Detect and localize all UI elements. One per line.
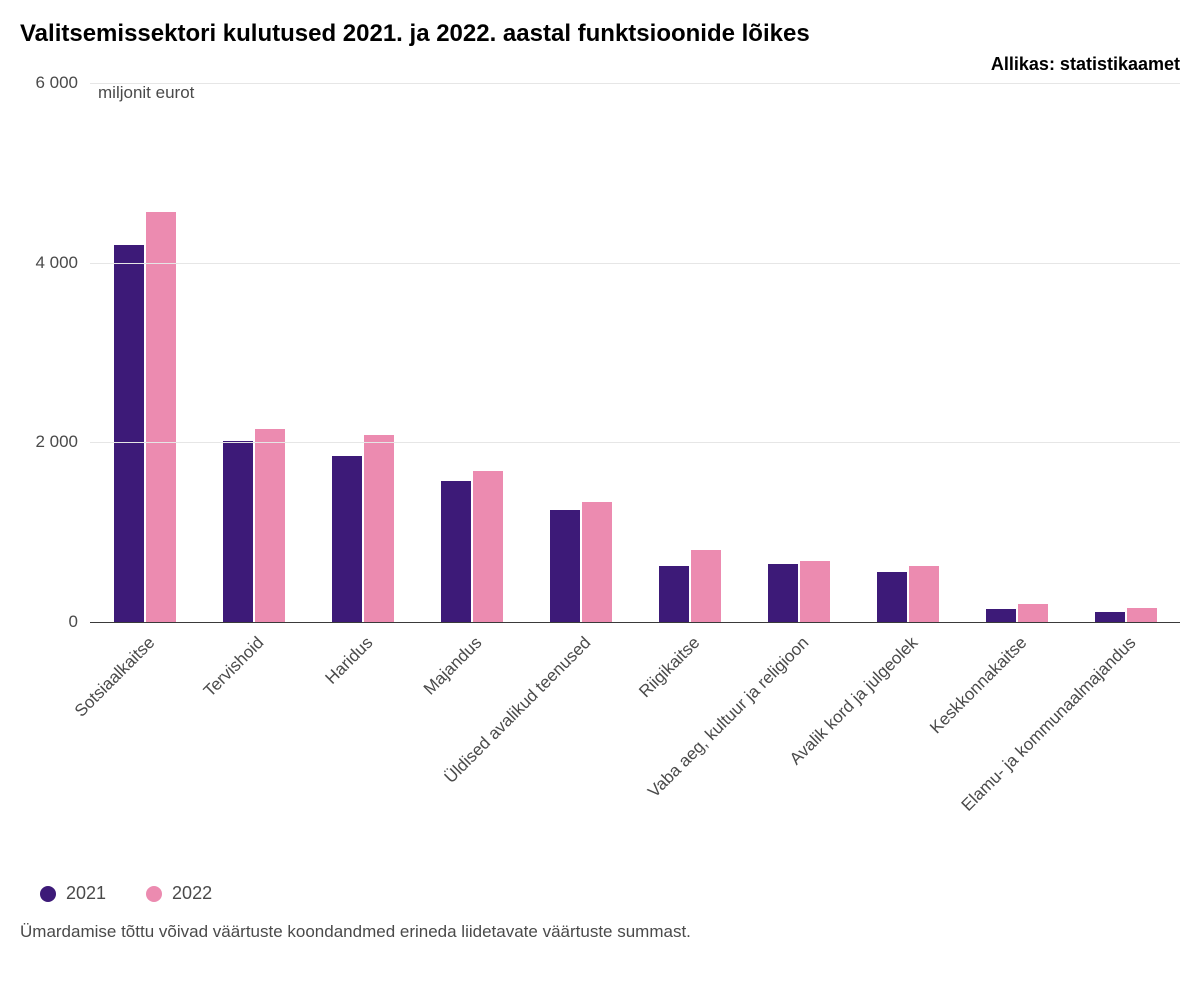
bar xyxy=(223,441,253,622)
bar xyxy=(877,572,907,622)
bar xyxy=(1095,612,1125,622)
category-group xyxy=(90,83,199,622)
bar xyxy=(986,609,1016,622)
y-tick-label: 0 xyxy=(69,612,78,632)
bar xyxy=(768,564,798,622)
chart-source: Allikas: statistikaamet xyxy=(20,54,1180,75)
bar xyxy=(146,212,176,622)
gridline xyxy=(90,83,1180,84)
category-group xyxy=(417,83,526,622)
x-axis-label: Sotsiaalkaitse xyxy=(70,633,158,721)
x-axis-label: Majandus xyxy=(419,633,485,699)
bar xyxy=(659,566,689,622)
x-axis-label: Riigikaitse xyxy=(635,633,704,702)
x-label-cell: Sotsiaalkaitse xyxy=(90,623,199,883)
category-group xyxy=(744,83,853,622)
bar xyxy=(364,435,394,622)
category-group xyxy=(962,83,1071,622)
x-label-cell: Avalik kord ja julgeolek xyxy=(853,623,962,883)
legend-swatch xyxy=(146,886,162,902)
bar xyxy=(1018,604,1048,622)
bar xyxy=(691,550,721,622)
category-group xyxy=(635,83,744,622)
category-group xyxy=(308,83,417,622)
gridline xyxy=(90,263,1180,264)
bar xyxy=(473,471,503,622)
bar xyxy=(550,510,580,622)
bars-row xyxy=(90,83,1180,622)
bar xyxy=(1127,608,1157,622)
bar xyxy=(332,456,362,622)
bar xyxy=(800,561,830,622)
bar xyxy=(114,245,144,622)
bar xyxy=(582,502,612,622)
x-axis-label: Haridus xyxy=(321,633,377,689)
bar xyxy=(909,566,939,622)
legend: 2021 2022 xyxy=(40,883,1180,904)
x-axis-label: Tervishoid xyxy=(199,633,267,701)
chart-container: Valitsemissektori kulutused 2021. ja 202… xyxy=(20,20,1180,942)
bar xyxy=(255,429,285,622)
category-group xyxy=(199,83,308,622)
x-label-cell: Haridus xyxy=(308,623,417,883)
category-group xyxy=(526,83,635,622)
category-group xyxy=(853,83,962,622)
legend-item: 2022 xyxy=(146,883,212,904)
plot-area: 02 0004 0006 000 xyxy=(90,83,1180,623)
bar xyxy=(441,481,471,622)
y-tick-label: 2 000 xyxy=(35,432,78,452)
gridline xyxy=(90,442,1180,443)
chart-title: Valitsemissektori kulutused 2021. ja 202… xyxy=(20,20,1180,48)
x-label-cell: Tervishoid xyxy=(199,623,308,883)
y-tick-label: 4 000 xyxy=(35,253,78,273)
category-group xyxy=(1071,83,1180,622)
chart-footnote: Ümardamise tõttu võivad väärtuste koonda… xyxy=(20,922,1180,942)
legend-item: 2021 xyxy=(40,883,106,904)
legend-label: 2021 xyxy=(66,883,106,904)
x-label-cell: Üldised avalikud teenused xyxy=(526,623,635,883)
y-tick-label: 6 000 xyxy=(35,73,78,93)
x-label-cell: Elamu- ja kommunaalmajandus xyxy=(1071,623,1180,883)
legend-swatch xyxy=(40,886,56,902)
plot-wrap: miljonit eurot 02 0004 0006 000 Sotsiaal… xyxy=(20,83,1180,883)
x-axis-labels: SotsiaalkaitseTervishoid Haridus Majandus Ü… xyxy=(90,623,1180,883)
legend-label: 2022 xyxy=(172,883,212,904)
